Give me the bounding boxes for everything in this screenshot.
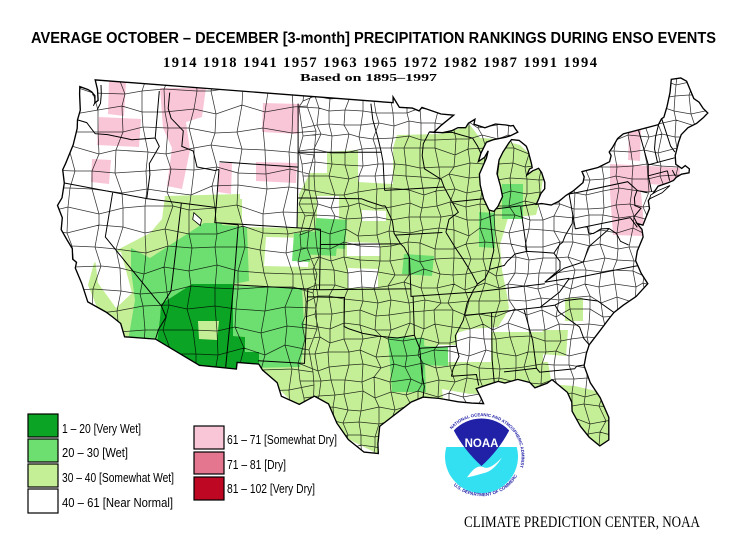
svg-text:CLIMATE PREDICTION CENTER, NOA: CLIMATE PREDICTION CENTER, NOAA (464, 514, 701, 531)
svg-text:30 – 40 [Somewhat Wet]: 30 – 40 [Somewhat Wet] (62, 470, 174, 485)
svg-text:40 – 61 [Near Normal]: 40 – 61 [Near Normal] (62, 495, 173, 510)
svg-text:1 – 20 [Very Wet]: 1 – 20 [Very Wet] (62, 421, 141, 436)
svg-text:71 – 81 [Dry]: 71 – 81 [Dry] (227, 457, 286, 472)
svg-text:20 – 30 [Wet]: 20 – 30 [Wet] (62, 445, 128, 460)
svg-text:61 – 71 [Somewhat Dry]: 61 – 71 [Somewhat Dry] (227, 432, 337, 447)
svg-text:1914 1918 1941 1957 1963 1965: 1914 1918 1941 1957 1963 1965 1972 1982 … (163, 55, 597, 71)
svg-text:81 – 102 [Very Dry]: 81 – 102 [Very Dry] (227, 481, 315, 496)
svg-text:AVERAGE OCTOBER – DECEMBER [3-: AVERAGE OCTOBER – DECEMBER [3-month] PRE… (31, 30, 716, 47)
svg-text:NOAA: NOAA (465, 438, 499, 450)
svg-text:Based on 1895–1997: Based on 1895–1997 (300, 72, 438, 84)
